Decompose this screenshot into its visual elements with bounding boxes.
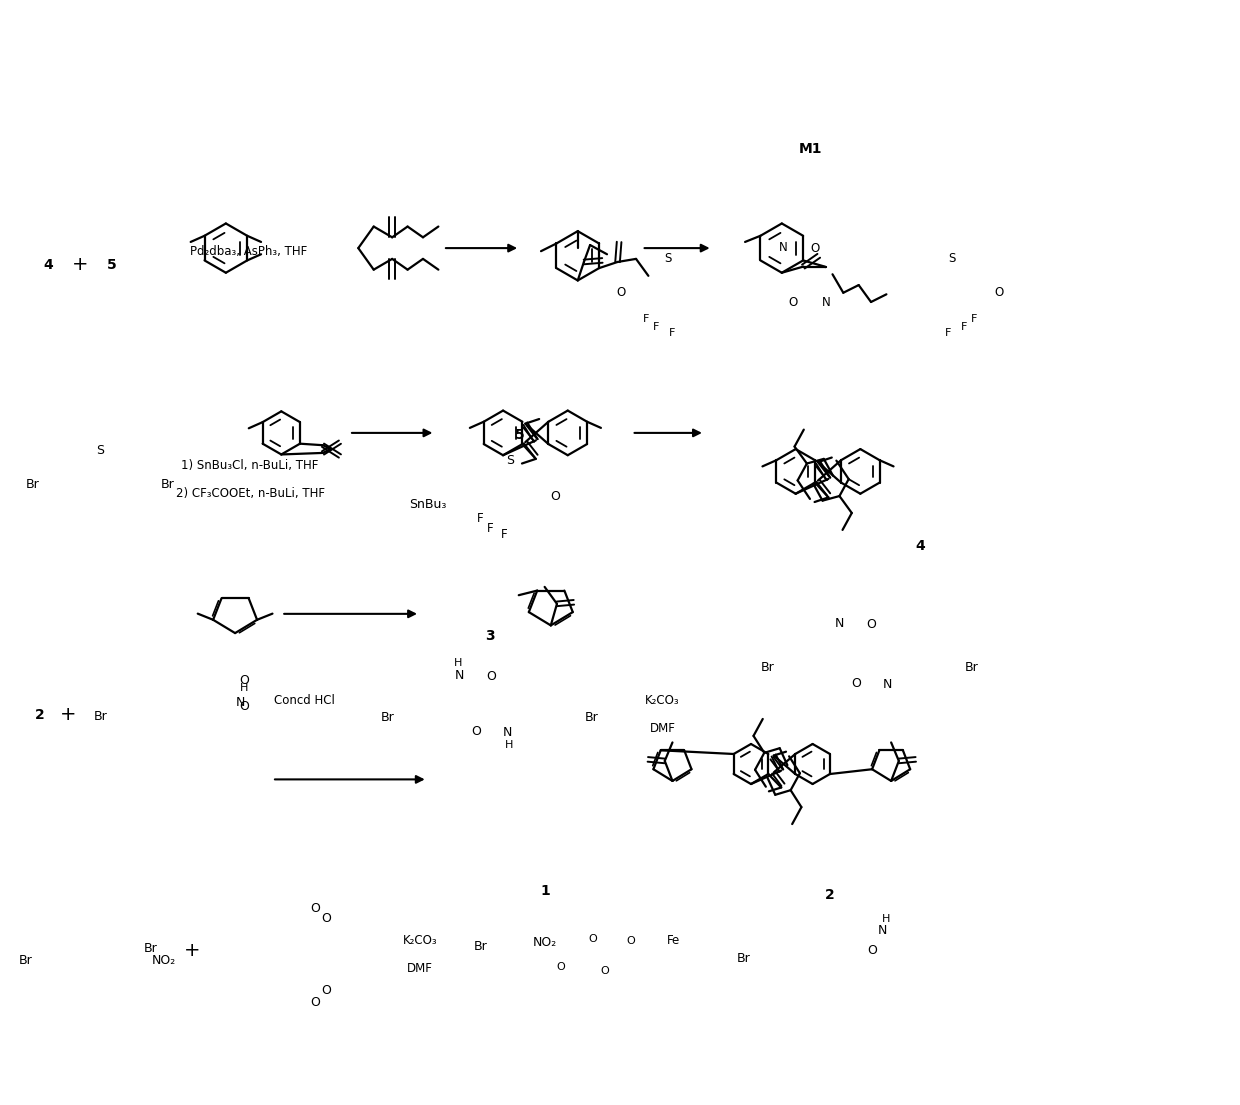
- Text: +: +: [72, 255, 88, 274]
- Text: O: O: [811, 242, 820, 254]
- Text: 2) CF₃COOEt, n-BuLi, THF: 2) CF₃COOEt, n-BuLi, THF: [176, 487, 325, 501]
- Text: O: O: [239, 701, 249, 714]
- Text: F: F: [642, 314, 650, 324]
- Text: NO₂: NO₂: [533, 937, 557, 949]
- Text: 1: 1: [541, 884, 549, 898]
- Text: F: F: [971, 314, 977, 324]
- Text: F: F: [945, 328, 951, 338]
- Text: S: S: [95, 443, 104, 456]
- Text: H: H: [882, 914, 890, 924]
- Text: O: O: [310, 902, 320, 915]
- Text: O: O: [239, 674, 249, 687]
- Text: 2: 2: [35, 708, 45, 722]
- Text: 5: 5: [515, 428, 525, 442]
- Text: H: H: [505, 740, 513, 750]
- Text: K₂CO₃: K₂CO₃: [403, 935, 438, 947]
- Text: +: +: [60, 705, 76, 725]
- Text: N: N: [236, 695, 246, 708]
- Text: 1) SnBu₃Cl, n-BuLi, THF: 1) SnBu₃Cl, n-BuLi, THF: [181, 460, 319, 473]
- Text: Br: Br: [737, 953, 750, 966]
- Text: 2: 2: [825, 888, 835, 902]
- Text: S: S: [665, 252, 672, 264]
- Text: 4: 4: [915, 539, 925, 552]
- Text: N: N: [503, 726, 512, 739]
- Text: K₂CO₃: K₂CO₃: [645, 695, 680, 707]
- Text: SnBu₃: SnBu₃: [409, 497, 446, 511]
- Text: O: O: [626, 936, 635, 946]
- Text: Concd HCl: Concd HCl: [274, 695, 335, 707]
- Text: Br: Br: [94, 711, 108, 724]
- Text: DMF: DMF: [650, 723, 676, 736]
- Text: F: F: [501, 528, 507, 541]
- Text: Br: Br: [144, 943, 157, 956]
- Text: O: O: [866, 619, 875, 631]
- Text: O: O: [867, 945, 877, 958]
- Text: Br: Br: [585, 711, 599, 724]
- Text: O: O: [321, 985, 331, 998]
- Text: O: O: [600, 966, 609, 976]
- Text: 4: 4: [43, 257, 53, 272]
- Text: 5: 5: [107, 257, 117, 272]
- Text: Br: Br: [761, 661, 775, 674]
- Text: Br: Br: [381, 711, 394, 724]
- Text: O: O: [486, 671, 496, 684]
- Text: N: N: [878, 925, 888, 937]
- Text: F: F: [476, 513, 484, 526]
- Text: N: N: [779, 241, 787, 254]
- Text: F: F: [668, 328, 676, 338]
- Text: H: H: [241, 683, 248, 693]
- Text: F: F: [486, 523, 494, 536]
- Text: NO₂: NO₂: [151, 955, 176, 968]
- Text: O: O: [471, 725, 481, 738]
- Text: O: O: [551, 491, 560, 504]
- Text: Br: Br: [160, 477, 175, 491]
- Text: Br: Br: [19, 955, 32, 968]
- Text: F: F: [961, 322, 967, 332]
- Text: M1: M1: [799, 143, 822, 156]
- Text: Br: Br: [965, 661, 978, 674]
- Text: O: O: [616, 286, 626, 299]
- Text: Br: Br: [26, 477, 40, 491]
- Text: S: S: [506, 453, 515, 466]
- Text: O: O: [789, 296, 797, 309]
- Text: N: N: [455, 669, 465, 682]
- Text: O: O: [557, 962, 565, 972]
- Text: 3: 3: [485, 629, 495, 643]
- Text: S: S: [949, 252, 956, 264]
- Text: O: O: [994, 286, 1003, 299]
- Text: DMF: DMF: [407, 962, 433, 976]
- Text: O: O: [321, 913, 331, 926]
- Text: O: O: [310, 996, 320, 1009]
- Text: Pd₂dba₃, AsPh₃, THF: Pd₂dba₃, AsPh₃, THF: [191, 244, 308, 257]
- Text: O: O: [852, 676, 862, 690]
- Text: N: N: [836, 617, 844, 630]
- Text: N: N: [883, 678, 893, 692]
- Text: N: N: [821, 296, 831, 309]
- Text: F: F: [652, 322, 660, 332]
- Text: Fe: Fe: [667, 935, 681, 947]
- Text: Br: Br: [474, 940, 487, 954]
- Text: +: +: [184, 940, 200, 959]
- Text: H: H: [454, 659, 463, 669]
- Text: O: O: [588, 934, 596, 944]
